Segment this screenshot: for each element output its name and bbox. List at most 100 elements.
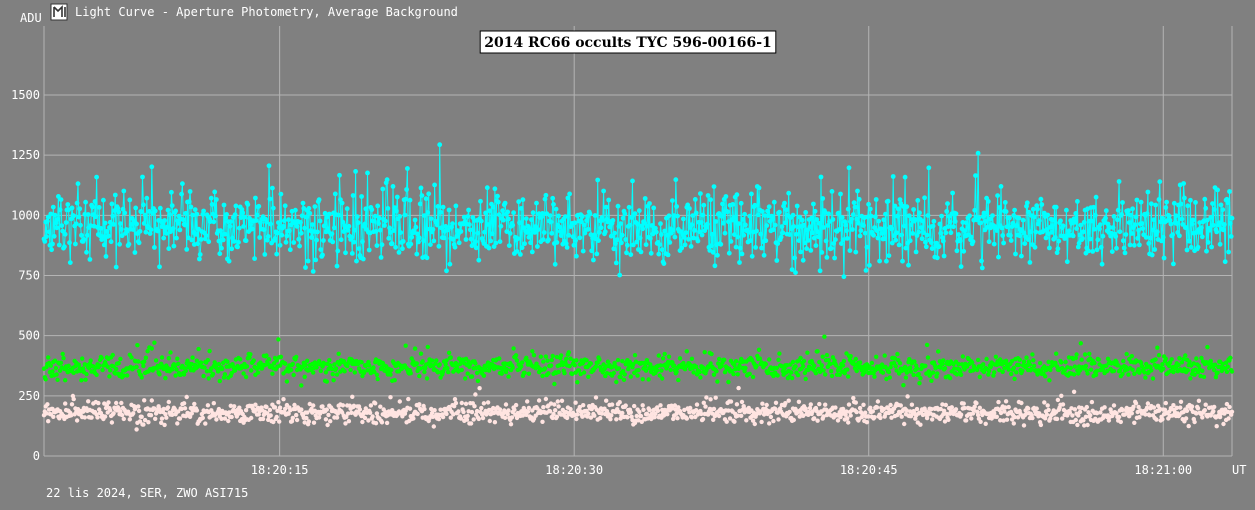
data-point-target: [283, 239, 289, 245]
data-point-target: [1185, 203, 1191, 209]
data-point-comparison: [324, 379, 329, 384]
data-point-background: [292, 402, 297, 408]
data-point-target: [1183, 225, 1189, 231]
data-point-comparison: [700, 365, 706, 370]
data-point-comparison: [1011, 365, 1016, 371]
data-point-comparison: [777, 351, 782, 356]
data-point-comparison: [941, 358, 946, 363]
data-point-target: [1228, 234, 1234, 239]
data-point-background: [803, 406, 808, 411]
data-point-target: [553, 206, 559, 212]
data-point-background: [630, 417, 635, 423]
data-point-target: [501, 217, 506, 223]
data-point-background: [768, 414, 774, 420]
x-tick-label: 18:20:30: [545, 463, 603, 477]
data-point-target: [519, 245, 525, 251]
data-point-target: [622, 211, 628, 217]
data-point-target: [580, 248, 586, 254]
data-point-target: [943, 230, 949, 236]
app-logo-icon[interactable]: [50, 3, 68, 21]
data-point-target: [42, 239, 48, 244]
data-point-target: [157, 264, 162, 270]
data-point-target: [620, 215, 626, 221]
data-point-target: [133, 205, 139, 211]
data-point-target: [602, 229, 608, 235]
data-point-target: [287, 247, 293, 253]
data-point-target: [938, 230, 944, 236]
data-point-background: [996, 399, 1001, 405]
data-point-target: [344, 206, 350, 212]
data-point-background: [71, 396, 76, 402]
data-point-target: [857, 233, 863, 239]
data-point-target: [1091, 204, 1096, 210]
data-point-comparison: [446, 350, 452, 355]
data-point-target: [352, 227, 358, 233]
data-point-comparison: [497, 356, 502, 361]
data-point-background: [1006, 404, 1011, 410]
data-point-target: [309, 235, 314, 240]
data-point-target: [875, 235, 881, 241]
data-point-comparison: [125, 373, 130, 378]
data-point-target: [76, 214, 82, 220]
data-point-target: [343, 250, 348, 256]
data-point-background: [559, 398, 565, 403]
data-point-target: [726, 250, 732, 256]
data-point-comparison: [475, 378, 481, 384]
data-point-target: [315, 229, 320, 235]
data-point-target: [731, 215, 736, 220]
data-point-comparison: [936, 349, 941, 354]
data-point-target: [397, 214, 403, 219]
data-point-background: [203, 421, 208, 426]
data-point-comparison: [958, 372, 964, 377]
data-point-target: [520, 197, 526, 203]
data-point-comparison: [1092, 360, 1097, 366]
data-point-target: [148, 227, 154, 233]
data-point-comparison: [1155, 345, 1160, 350]
data-point-background: [304, 415, 309, 421]
data-point-target: [184, 247, 190, 252]
data-point-background: [456, 409, 461, 414]
data-point-target: [799, 217, 805, 223]
data-point-comparison: [981, 362, 986, 367]
data-point-comparison: [80, 356, 85, 361]
data-point-background: [577, 404, 582, 410]
data-point-comparison: [107, 374, 112, 379]
data-point-target: [1075, 199, 1080, 204]
chart-title-box: 2014 RC66 occults TYC 596-00166-1: [479, 30, 777, 54]
data-point-comparison: [142, 359, 147, 364]
data-point-target: [1004, 224, 1010, 230]
data-point-target: [780, 230, 786, 236]
data-point-target: [424, 255, 430, 261]
data-point-comparison: [552, 381, 557, 387]
data-point-background: [905, 394, 910, 399]
data-point-target: [505, 209, 511, 215]
data-point-target: [132, 250, 138, 255]
data-point-background: [1073, 417, 1079, 423]
y-tick-label: 1500: [11, 88, 40, 102]
data-point-target: [441, 235, 447, 241]
data-point-comparison: [359, 360, 364, 365]
data-point-comparison: [812, 363, 817, 368]
data-point-comparison: [767, 357, 772, 362]
data-point-target: [261, 227, 267, 233]
data-point-comparison: [893, 363, 898, 369]
data-point-target: [828, 246, 834, 251]
data-point-target: [211, 219, 217, 225]
data-point-background: [536, 398, 542, 403]
data-point-background: [335, 411, 340, 416]
data-point-target: [523, 216, 529, 222]
data-point-comparison: [118, 356, 123, 362]
data-point-target: [162, 218, 168, 223]
data-point-target: [297, 243, 302, 249]
data-point-target: [803, 210, 809, 215]
data-point-target: [863, 268, 869, 273]
data-point-background: [838, 414, 843, 420]
data-point-target: [894, 230, 899, 236]
data-point-target: [1115, 217, 1120, 223]
data-point-target: [798, 249, 803, 255]
data-point-background: [575, 412, 580, 417]
data-point-target: [384, 177, 390, 183]
data-point-background: [181, 401, 187, 406]
data-point-target: [1058, 218, 1063, 224]
data-point-target: [373, 229, 379, 234]
